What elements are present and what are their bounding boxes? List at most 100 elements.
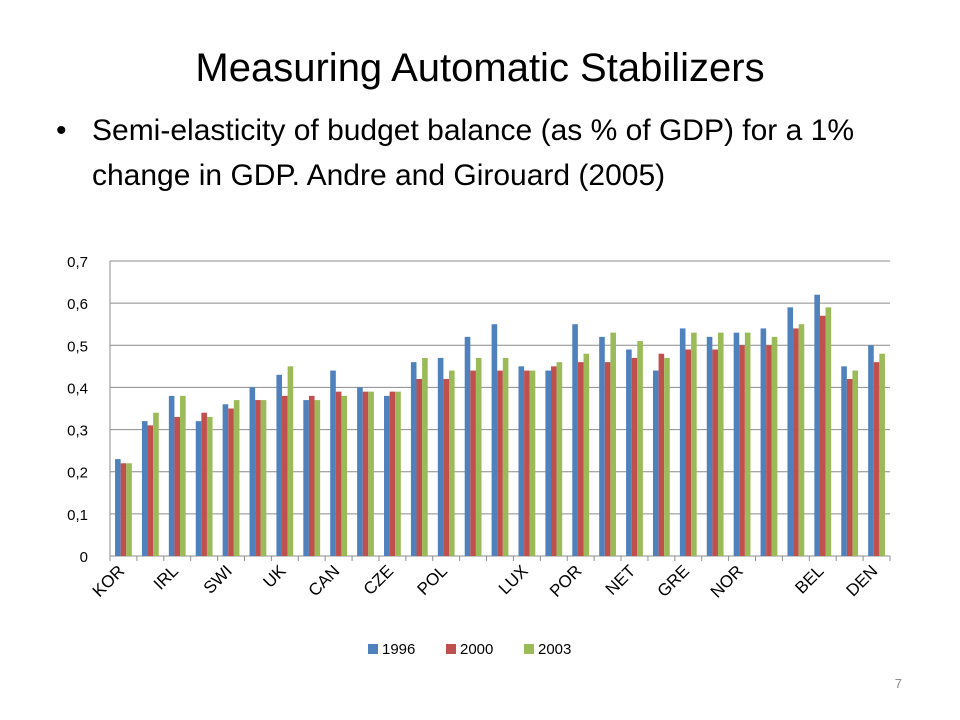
bar-2000 bbox=[846, 379, 853, 556]
bar-1996 bbox=[410, 362, 417, 556]
bar-1996 bbox=[168, 395, 175, 556]
bar-1996 bbox=[195, 421, 202, 556]
bullet-text: Semi-elasticity of budget balance (as % … bbox=[92, 114, 855, 192]
x-tick-label: POR bbox=[546, 561, 585, 600]
y-tick-label: 0,5 bbox=[67, 338, 88, 355]
x-tick-label: KOR bbox=[89, 561, 128, 600]
bar-2003 bbox=[153, 412, 159, 556]
bar-2000 bbox=[335, 391, 342, 556]
bar-2003 bbox=[233, 400, 240, 556]
bar-2003 bbox=[664, 357, 670, 556]
bar-2003 bbox=[502, 357, 509, 556]
bar-1996 bbox=[141, 421, 148, 556]
bar-2003 bbox=[717, 332, 724, 556]
bar-2000 bbox=[416, 379, 423, 556]
bar-1996 bbox=[572, 324, 578, 556]
slide-title: Measuring Automatic Stabilizers bbox=[195, 46, 765, 90]
bar-2003 bbox=[260, 400, 267, 556]
bar-2000 bbox=[631, 357, 638, 556]
legend-label-2000: 2000 bbox=[460, 641, 493, 658]
bar-2003 bbox=[825, 307, 832, 556]
x-tick-label: DEN bbox=[843, 561, 882, 600]
bar-2000 bbox=[873, 362, 880, 556]
bar-1996 bbox=[437, 357, 444, 556]
bar-2000 bbox=[389, 391, 396, 556]
bar-2000 bbox=[604, 362, 611, 556]
bar-2000 bbox=[819, 315, 826, 556]
bar-2003 bbox=[691, 332, 697, 556]
bar-1996 bbox=[545, 370, 551, 556]
bar-2000 bbox=[550, 366, 557, 556]
bar-2000 bbox=[793, 328, 799, 556]
bar-2003 bbox=[341, 395, 348, 556]
bar-1996 bbox=[330, 370, 336, 556]
y-tick-label: 0,3 bbox=[67, 423, 88, 440]
bar-2003 bbox=[744, 332, 751, 556]
bar-2003 bbox=[556, 362, 563, 556]
bar-2000 bbox=[739, 345, 745, 556]
bar-2000 bbox=[712, 349, 718, 556]
bar-2000 bbox=[201, 412, 207, 556]
bar-1996 bbox=[841, 366, 847, 556]
x-tick-label: CAN bbox=[305, 561, 344, 600]
bar-1996 bbox=[733, 332, 740, 556]
bar-2003 bbox=[314, 400, 321, 556]
bar-2000 bbox=[685, 349, 692, 556]
y-tick-label: 0,6 bbox=[67, 296, 88, 313]
bar-2000 bbox=[255, 400, 261, 556]
bar-2000 bbox=[228, 408, 234, 556]
bar-1996 bbox=[276, 374, 283, 556]
bar-1996 bbox=[679, 328, 686, 556]
y-tick-label: 0,4 bbox=[67, 380, 88, 397]
bar-1996 bbox=[115, 459, 121, 556]
x-tick-label: NET bbox=[602, 561, 639, 598]
bar-2000 bbox=[766, 345, 772, 556]
bar-1996 bbox=[599, 336, 605, 556]
bar-2000 bbox=[524, 370, 530, 556]
bar-2003 bbox=[287, 366, 294, 556]
y-tick-label: 0,7 bbox=[67, 254, 88, 271]
bar-1996 bbox=[787, 307, 794, 556]
bar-2003 bbox=[395, 391, 401, 556]
x-tick-label: NOR bbox=[707, 561, 747, 601]
bullet-icon: • bbox=[56, 114, 67, 147]
bar-1996 bbox=[518, 366, 525, 556]
bar-2003 bbox=[422, 357, 428, 556]
bar-2003 bbox=[583, 353, 590, 556]
bar-2000 bbox=[147, 425, 154, 556]
bar-2003 bbox=[879, 353, 885, 556]
bar-2000 bbox=[174, 416, 181, 556]
x-tick-label: SWI bbox=[200, 561, 236, 597]
x-tick-label: UK bbox=[260, 561, 291, 592]
legend-label-1996: 1996 bbox=[382, 641, 415, 658]
bar-1996 bbox=[814, 294, 820, 556]
bar-1996 bbox=[384, 395, 390, 556]
bar-1996 bbox=[357, 387, 363, 556]
bar-2003 bbox=[475, 357, 482, 556]
bar-1996 bbox=[868, 345, 874, 556]
x-tick-label: IRL bbox=[150, 561, 182, 593]
bar-1996 bbox=[706, 336, 713, 556]
x-tick-label: GRE bbox=[654, 561, 693, 600]
bar-2000 bbox=[577, 362, 584, 556]
bar-1996 bbox=[249, 387, 256, 556]
bar-2000 bbox=[308, 395, 315, 556]
bar-2000 bbox=[120, 463, 127, 556]
bar-2003 bbox=[206, 416, 213, 556]
y-tick-label: 0,2 bbox=[67, 465, 88, 482]
bar-1996 bbox=[760, 328, 767, 556]
page-number: 7 bbox=[894, 676, 902, 691]
bar-2003 bbox=[798, 324, 805, 556]
bar-2003 bbox=[368, 391, 374, 556]
bar-2003 bbox=[610, 332, 616, 556]
bar-1996 bbox=[491, 324, 498, 556]
legend-label-2003: 2003 bbox=[538, 641, 571, 658]
bar-2000 bbox=[658, 353, 665, 556]
bar-1996 bbox=[303, 400, 309, 556]
bar-2000 bbox=[497, 370, 503, 556]
bar-1996 bbox=[626, 349, 632, 556]
bar-2000 bbox=[470, 370, 476, 556]
bar-2003 bbox=[180, 395, 186, 556]
y-tick-label: 0,1 bbox=[67, 507, 88, 524]
